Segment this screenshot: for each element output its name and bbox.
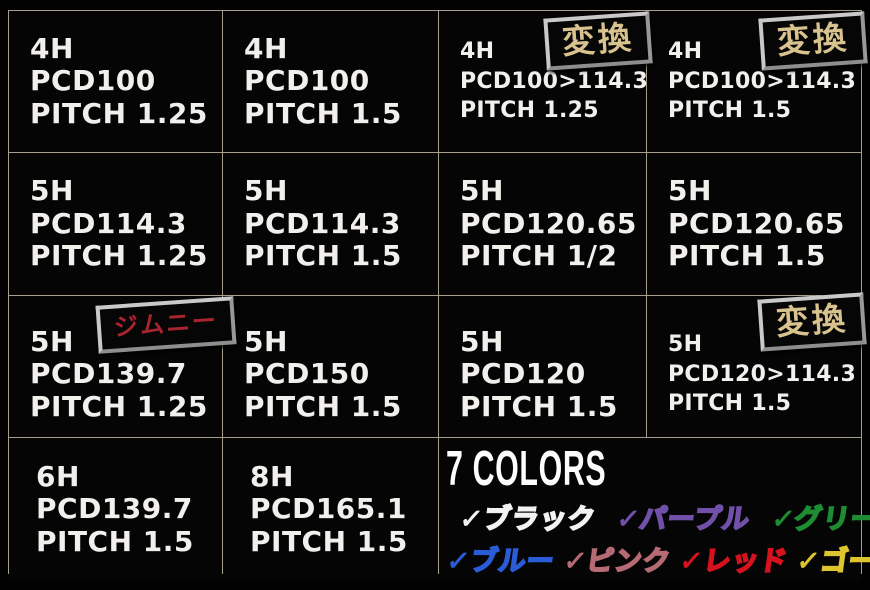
color-name: レッド: [700, 545, 790, 578]
spec-cell-5h-pcd1143-15: 5H PCD114.3 PITCH 1.5: [223, 153, 438, 295]
color-row-2: ✓ ブルー ✓ ピンク ✓ レッド ✓ ゴールド: [444, 539, 870, 581]
conversion-badge: 変換: [758, 11, 868, 71]
spec-holes: 5H: [668, 332, 703, 358]
spec-holes: 4H: [30, 31, 74, 65]
spec-holes: 4H: [460, 39, 495, 65]
spec-pitch: PITCH 1.25: [30, 239, 208, 273]
spec-pitch: PITCH 1/2: [460, 239, 618, 273]
spec-pitch: PITCH 1.25: [460, 98, 599, 124]
spec-pcd: PCD120.65: [460, 206, 637, 240]
color-name: ブルー: [467, 545, 557, 578]
spec-grid: 4H PCD100 PITCH 1.25 4H PCD100 PITCH 1.5…: [8, 10, 870, 581]
color-name: ピンク: [584, 545, 674, 578]
spec-cell-4h-pcd100-15: 4H PCD100 PITCH 1.5: [223, 11, 438, 152]
color-label-red: ✓ レッド: [678, 539, 791, 578]
spec-pcd: PCD120: [460, 357, 586, 391]
spec-pitch: PITCH 1.5: [668, 98, 792, 124]
spec-pitch: PITCH 1.25: [30, 389, 208, 423]
spec-holes: 5H: [30, 324, 74, 358]
color-label-black: ✓ ブラック: [457, 497, 598, 536]
color-label-blue: ✓ ブルー: [444, 539, 557, 578]
spec-holes: 5H: [668, 174, 712, 208]
spec-holes: 8H: [250, 459, 294, 493]
spec-cell-5h-pcd12065-half: 5H PCD120.65 PITCH 1/2: [439, 153, 646, 295]
spec-cell-5h-conversion-15: 変換 5H PCD120>114.3 PITCH 1.5: [647, 292, 867, 437]
spec-cell-5h-pcd150-15: 5H PCD150 PITCH 1.5: [223, 296, 438, 437]
conversion-badge: 変換: [757, 292, 867, 352]
spec-holes: 4H: [668, 39, 703, 65]
spec-pcd: PCD100: [244, 64, 370, 98]
check-icon: ✓: [794, 546, 822, 578]
spec-cell-8h-pcd1651-15: 8H PCD165.1 PITCH 1.5: [223, 438, 438, 581]
spec-cell-5h-pcd1397-jimny: ジムニー 5H PCD139.7 PITCH 1.25: [9, 296, 237, 437]
spec-holes: 5H: [244, 324, 288, 358]
spec-pcd: PCD120>114.3: [668, 361, 857, 387]
spec-pitch: PITCH 1.25: [30, 96, 208, 130]
color-name: ブラック: [480, 503, 598, 536]
colors-title: 7 COLORS: [446, 442, 607, 496]
spec-cell-4h-pcd100-125: 4H PCD100 PITCH 1.25: [9, 11, 222, 152]
spec-holes: 5H: [244, 174, 288, 208]
spec-pcd: PCD120.65: [668, 206, 845, 240]
spec-cell-4h-conversion-125: 変換 4H PCD100>114.3 PITCH 1.25: [439, 11, 653, 152]
spec-pitch: PITCH 1.5: [250, 524, 408, 558]
spec-pitch: PITCH 1.5: [36, 524, 194, 558]
spec-holes: 6H: [36, 459, 80, 493]
spec-holes: 5H: [460, 324, 504, 358]
color-label-pink: ✓ ピンク: [561, 539, 674, 578]
spec-holes: 5H: [460, 174, 504, 208]
spec-pcd: PCD100: [30, 64, 156, 98]
spec-pcd: PCD100>114.3: [668, 68, 857, 94]
color-name: ゴールド: [817, 545, 870, 578]
color-label-purple: ✓ パープル: [614, 497, 754, 536]
spec-pcd: PCD139.7: [30, 357, 187, 391]
spec-cell-4h-conversion-15: 変換 4H PCD100>114.3 PITCH 1.5: [647, 11, 868, 152]
spec-holes: 5H: [30, 174, 74, 208]
jimny-badge: ジムニー: [95, 296, 237, 354]
spec-pcd: PCD165.1: [250, 492, 407, 526]
check-icon: ✓: [457, 504, 485, 536]
spec-cell-5h-pcd120-15: 5H PCD120 PITCH 1.5: [439, 296, 646, 437]
spec-pcd: PCD114.3: [30, 206, 187, 240]
color-label-green: ✓ グリーン: [769, 497, 870, 536]
spec-pcd: PCD100>114.3: [460, 68, 649, 94]
spec-holes: 4H: [244, 31, 288, 65]
spec-cell-6h-pcd1397-15: 6H PCD139.7 PITCH 1.5: [9, 438, 222, 581]
check-icon: ✓: [444, 546, 472, 578]
spec-pcd: PCD139.7: [36, 492, 193, 526]
spec-pitch: PITCH 1.5: [460, 389, 618, 423]
color-row-1: ✓ ブラック ✓ パープル ✓ グリーン: [446, 497, 870, 539]
color-name: パープル: [637, 503, 754, 536]
color-name: グリーン: [792, 503, 870, 536]
spec-pitch: PITCH 1.5: [244, 96, 402, 130]
spec-cell-5h-pcd12065-15: 5H PCD120.65 PITCH 1.5: [647, 153, 861, 295]
spec-pcd: PCD114.3: [244, 206, 401, 240]
spec-pitch: PITCH 1.5: [668, 239, 826, 273]
spec-cell-5h-pcd1143-125: 5H PCD114.3 PITCH 1.25: [9, 153, 222, 295]
colors-cell: 7 COLORS ✓ ブラック ✓ パープル ✓ グリーン ✓ ブルー ✓ ピンク ✓ レッ…: [439, 438, 870, 581]
spec-pitch: PITCH 1.5: [244, 239, 402, 273]
color-label-gold: ✓ ゴールド: [794, 539, 870, 578]
conversion-badge: 変換: [543, 11, 653, 71]
spec-pitch: PITCH 1.5: [668, 391, 792, 417]
spec-pitch: PITCH 1.5: [244, 389, 402, 423]
spec-pcd: PCD150: [244, 357, 370, 391]
